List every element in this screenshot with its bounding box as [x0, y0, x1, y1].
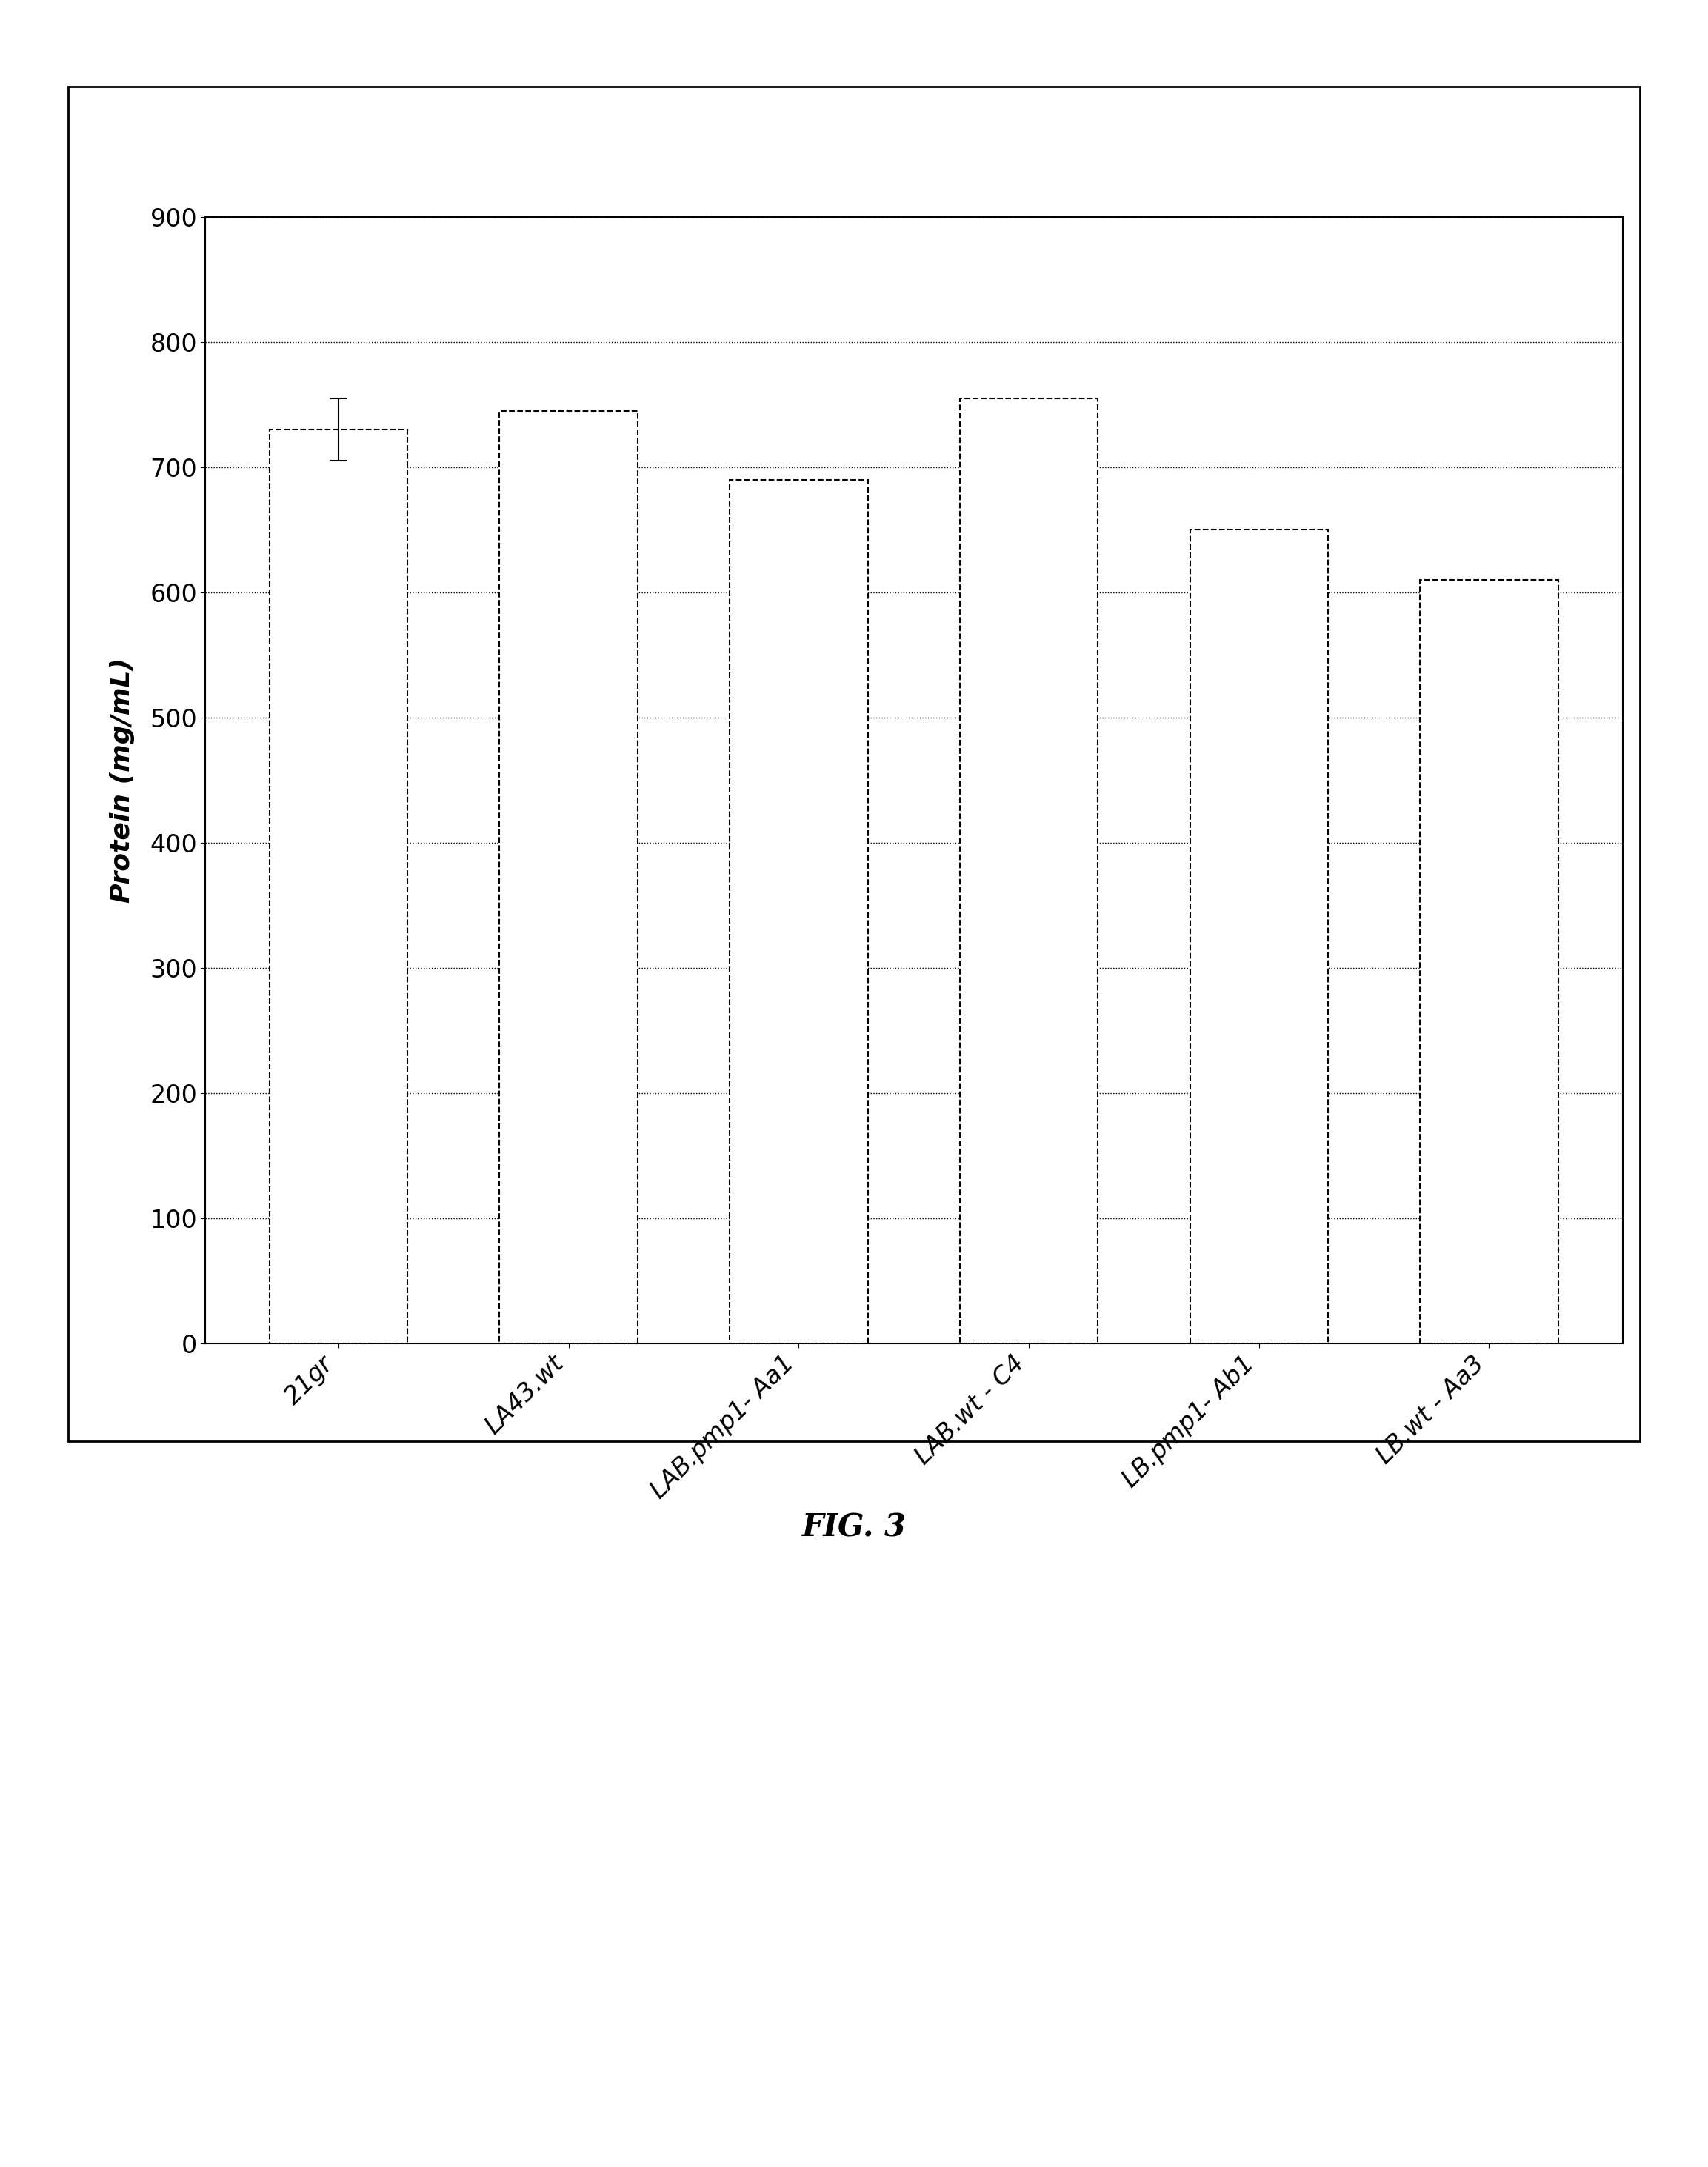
- Bar: [270, 429, 408, 1344]
- Text: FIG. 3: FIG. 3: [801, 1513, 907, 1543]
- Bar: [499, 412, 637, 1344]
- Bar: [1190, 529, 1329, 1344]
- Bar: [729, 479, 868, 1344]
- Bar: [1419, 581, 1558, 1344]
- Bar: [960, 399, 1098, 1344]
- Y-axis label: Protein (mg/mL): Protein (mg/mL): [109, 657, 135, 904]
